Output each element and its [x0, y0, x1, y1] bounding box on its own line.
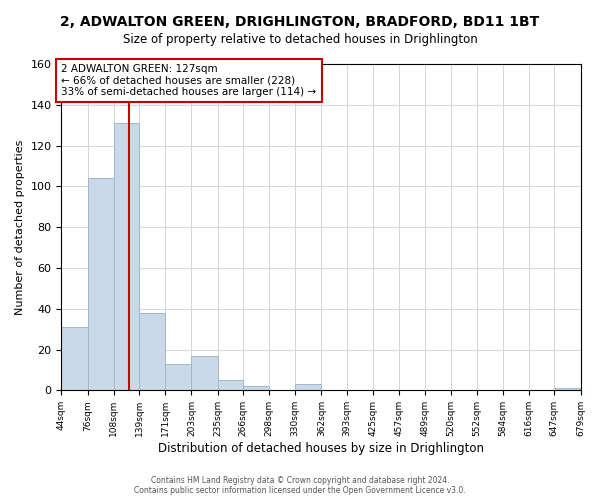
X-axis label: Distribution of detached houses by size in Drighlington: Distribution of detached houses by size …: [158, 442, 484, 455]
Text: Size of property relative to detached houses in Drighlington: Size of property relative to detached ho…: [122, 32, 478, 46]
Bar: [139, 313, 165, 390]
Bar: [88, 178, 114, 390]
Bar: [554, 388, 580, 390]
Bar: [243, 386, 269, 390]
Bar: [114, 123, 139, 390]
Bar: [191, 356, 218, 390]
Bar: [61, 327, 88, 390]
Bar: [295, 384, 322, 390]
Y-axis label: Number of detached properties: Number of detached properties: [15, 140, 25, 315]
Bar: [165, 364, 191, 390]
Text: 2, ADWALTON GREEN, DRIGHLINGTON, BRADFORD, BD11 1BT: 2, ADWALTON GREEN, DRIGHLINGTON, BRADFOR…: [61, 15, 539, 29]
Text: Contains HM Land Registry data © Crown copyright and database right 2024.
Contai: Contains HM Land Registry data © Crown c…: [134, 476, 466, 495]
Text: 2 ADWALTON GREEN: 127sqm
← 66% of detached houses are smaller (228)
33% of semi-: 2 ADWALTON GREEN: 127sqm ← 66% of detach…: [61, 64, 317, 97]
Bar: [218, 380, 243, 390]
